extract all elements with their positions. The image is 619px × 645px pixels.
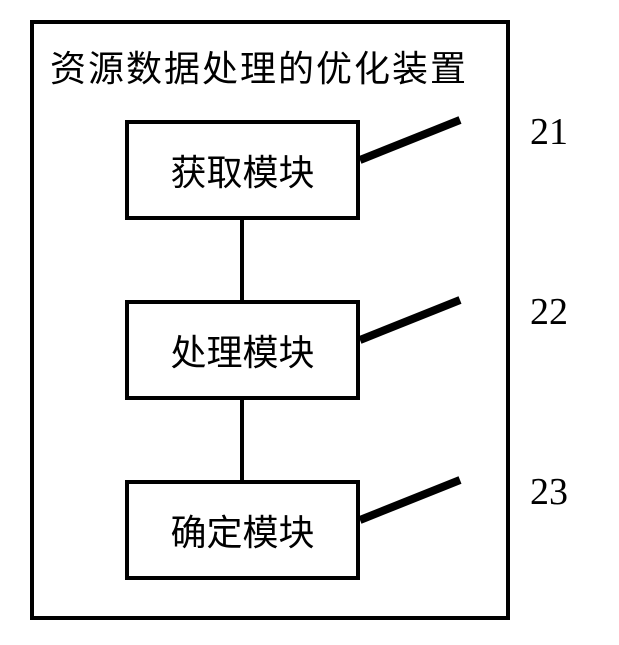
diagram-canvas: 资源数据处理的优化装置 获取模块 处理模块 确定模块 21 22 23	[0, 0, 619, 645]
callout-number-23: 23	[530, 470, 568, 514]
callout-line-23	[0, 0, 619, 645]
